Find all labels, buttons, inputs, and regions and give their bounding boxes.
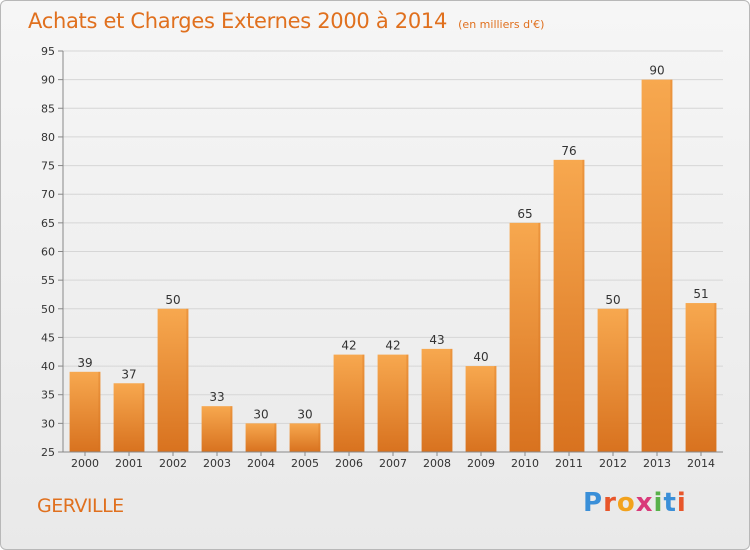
x-tick-label: 2009: [467, 457, 495, 470]
brand-letter: r: [603, 488, 617, 518]
bar-edge: [274, 423, 277, 452]
bar-edge: [362, 354, 365, 452]
bar-value-label: 50: [605, 293, 620, 307]
y-tick-label: 35: [41, 389, 55, 402]
bar-edge: [494, 366, 497, 452]
bar-value-label: 50: [165, 293, 180, 307]
brand-letter: t: [663, 488, 677, 518]
x-tick-label: 2004: [247, 457, 275, 470]
brand-letter: P: [583, 488, 604, 518]
bar-edge: [450, 348, 453, 452]
x-tick-label: 2005: [291, 457, 319, 470]
bar-value-label: 42: [385, 339, 400, 353]
y-tick-label: 40: [41, 360, 55, 373]
bar-value-label: 30: [297, 407, 312, 421]
bar-value-label: 65: [517, 207, 532, 221]
bar-value-label: 42: [341, 339, 356, 353]
x-tick-label: 2008: [423, 457, 451, 470]
axes: 25 30 35 40 45 50 55 60 65 70 75 80 85 90 95 2000 2001 20…: [41, 45, 723, 470]
x-tick-label: 2000: [71, 457, 99, 470]
x-tick-label: 2011: [555, 457, 583, 470]
bar-value-label: 33: [209, 390, 224, 404]
x-tick-label: 2014: [687, 457, 715, 470]
x-tick-label: 2001: [115, 457, 143, 470]
y-tick-label: 75: [41, 160, 55, 173]
bar: [465, 366, 497, 452]
y-tick-label: 70: [41, 188, 55, 201]
y-tick-label: 95: [41, 45, 55, 58]
y-tick-label: 50: [41, 303, 55, 316]
bar: [509, 222, 541, 452]
bar-value-label: 51: [693, 287, 708, 301]
bar-value-label: 90: [649, 64, 664, 78]
bar: [597, 308, 629, 452]
y-tick-label: 65: [41, 217, 55, 230]
y-tick-label: 45: [41, 331, 55, 344]
brand-letter: i: [653, 488, 664, 518]
bar-edge: [670, 79, 673, 453]
bar: [113, 383, 145, 452]
bar-edge: [626, 308, 629, 452]
y-tick-label: 25: [41, 446, 55, 459]
x-tick-label: 2003: [203, 457, 231, 470]
y-tick-label: 55: [41, 274, 55, 287]
bar-value-label: 37: [121, 367, 136, 381]
bar: [685, 303, 717, 452]
x-tick-label: 2002: [159, 457, 187, 470]
bar-edge: [318, 423, 321, 452]
x-tick-label: 2006: [335, 457, 363, 470]
bar-edge: [538, 222, 541, 452]
bar-edge: [406, 354, 409, 452]
brand-letter: x: [635, 488, 654, 518]
bar-edge: [142, 383, 145, 452]
x-tick-label: 2013: [643, 457, 671, 470]
city-name: GERVILLE: [37, 495, 124, 517]
bar: [157, 308, 189, 452]
bar: [333, 354, 365, 452]
bar: [641, 79, 673, 453]
brand-letter: o: [616, 488, 636, 518]
bar: [245, 423, 277, 452]
bar: [69, 371, 101, 452]
bars: 39 37 50 33 30 30 42 42 43 40 65 76 50 90 51: [69, 64, 717, 453]
chart-unit: (en milliers d'€): [458, 18, 545, 31]
bar-value-label: 30: [253, 407, 268, 421]
bar-value-label: 76: [561, 144, 576, 158]
bar-value-label: 39: [77, 356, 92, 370]
x-tick-label: 2012: [599, 457, 627, 470]
y-tick-label: 85: [41, 102, 55, 115]
bar-value-label: 43: [429, 333, 444, 347]
y-tick-label: 30: [41, 417, 55, 430]
x-tick-label: 2010: [511, 457, 539, 470]
bar-value-label: 40: [473, 350, 488, 364]
bar: [377, 354, 409, 452]
bar-edge: [98, 371, 101, 452]
brand-logo[interactable]: Proxiti: [583, 488, 687, 518]
brand-letter: i: [676, 488, 687, 518]
y-tick-label: 80: [41, 131, 55, 144]
y-tick-label: 60: [41, 246, 55, 259]
bar: [201, 406, 233, 452]
bar: [421, 348, 453, 452]
y-tick-label: 90: [41, 74, 55, 87]
bar: [553, 159, 585, 453]
bar-edge: [714, 303, 717, 452]
bar-edge: [230, 406, 233, 452]
bar-edge: [186, 308, 189, 452]
bar: [289, 423, 321, 452]
x-tick-label: 2007: [379, 457, 407, 470]
chart-title-area: Achats et Charges Externes 2000 à 2014 (…: [28, 9, 544, 33]
chart-title: Achats et Charges Externes 2000 à 2014: [28, 9, 448, 33]
bar-edge: [582, 159, 585, 453]
